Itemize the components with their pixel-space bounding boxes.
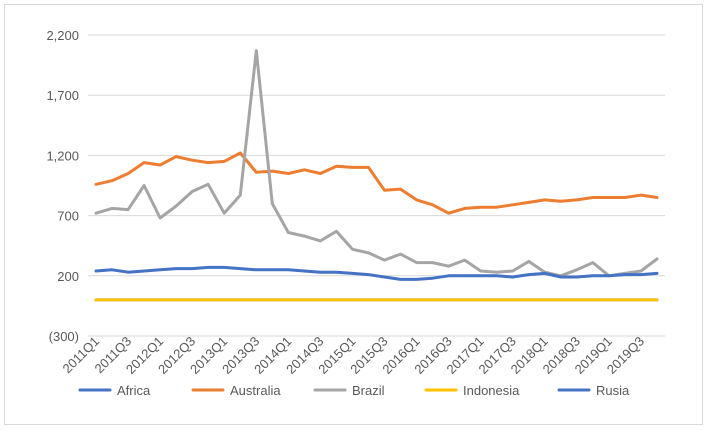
- y-tick-label: 2,200: [46, 28, 79, 43]
- y-tick-label: 700: [57, 209, 79, 224]
- legend: Africa Australia Brazil Indonesia Rusia: [78, 383, 630, 398]
- legend-label: Rusia: [596, 383, 630, 398]
- legend-label: Indonesia: [463, 383, 520, 398]
- gridlines: [88, 34, 665, 337]
- series-line-rusia: [94, 265, 659, 281]
- y-tick-label: (300): [49, 329, 79, 344]
- series-line-australia: [94, 151, 659, 215]
- series-lines: [94, 49, 659, 302]
- x-axis-tick-labels: 2011Q12011Q32012Q12012Q32013Q12013Q32014…: [59, 334, 647, 377]
- legend-label: Africa: [117, 383, 151, 398]
- chart-frame: [4, 4, 703, 425]
- legend-label: Australia: [230, 383, 281, 398]
- series-line-brazil: [94, 49, 659, 278]
- y-tick-label: 200: [57, 269, 79, 284]
- y-tick-label: 1,700: [46, 88, 79, 103]
- y-tick-label: 1,200: [46, 148, 79, 163]
- legend-label: Brazil: [352, 383, 385, 398]
- y-axis-tick-labels: (300) 200 700 1,200 1,700 2,200: [46, 28, 79, 344]
